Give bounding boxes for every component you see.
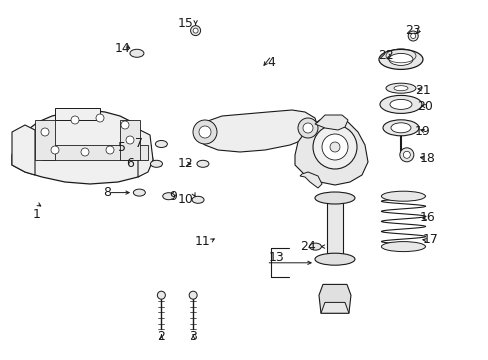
Text: 17: 17 xyxy=(422,233,437,246)
Circle shape xyxy=(407,31,417,41)
Ellipse shape xyxy=(388,53,412,66)
Circle shape xyxy=(321,134,347,160)
Text: 12: 12 xyxy=(178,157,193,170)
Text: 7: 7 xyxy=(135,138,143,150)
Polygon shape xyxy=(195,110,317,152)
Text: 13: 13 xyxy=(268,251,284,264)
Ellipse shape xyxy=(314,253,354,265)
Circle shape xyxy=(193,28,198,33)
Circle shape xyxy=(410,33,415,39)
Text: 6: 6 xyxy=(125,157,133,170)
Text: 11: 11 xyxy=(195,235,210,248)
Polygon shape xyxy=(320,302,348,313)
Ellipse shape xyxy=(385,83,415,93)
Circle shape xyxy=(71,116,79,124)
Polygon shape xyxy=(299,172,321,188)
Circle shape xyxy=(157,291,165,299)
Text: 9: 9 xyxy=(169,190,177,203)
Circle shape xyxy=(121,121,129,129)
Circle shape xyxy=(303,123,312,133)
Ellipse shape xyxy=(130,49,143,57)
Circle shape xyxy=(41,128,49,136)
Text: 16: 16 xyxy=(419,211,435,224)
Polygon shape xyxy=(35,120,55,160)
Ellipse shape xyxy=(150,160,162,167)
Circle shape xyxy=(81,148,89,156)
Polygon shape xyxy=(12,125,35,175)
Text: 5: 5 xyxy=(118,141,126,154)
Text: 8: 8 xyxy=(103,186,111,199)
Polygon shape xyxy=(294,118,367,185)
Circle shape xyxy=(403,151,409,158)
Circle shape xyxy=(329,142,339,152)
Circle shape xyxy=(106,146,114,154)
Bar xyxy=(326,198,342,259)
Text: 21: 21 xyxy=(414,84,430,96)
Circle shape xyxy=(312,125,356,169)
Ellipse shape xyxy=(390,123,410,133)
Polygon shape xyxy=(12,110,153,184)
Text: 18: 18 xyxy=(419,152,435,165)
Circle shape xyxy=(193,120,217,144)
Text: 19: 19 xyxy=(414,125,430,138)
Text: 20: 20 xyxy=(417,100,432,113)
Ellipse shape xyxy=(197,160,208,167)
Circle shape xyxy=(126,136,134,144)
Circle shape xyxy=(189,291,197,299)
Ellipse shape xyxy=(155,140,167,148)
Polygon shape xyxy=(120,120,140,160)
Text: 1: 1 xyxy=(33,208,41,221)
Ellipse shape xyxy=(314,192,354,204)
Ellipse shape xyxy=(163,193,174,200)
Polygon shape xyxy=(42,145,148,160)
Ellipse shape xyxy=(389,99,411,109)
Text: 2: 2 xyxy=(157,330,165,343)
Text: 14: 14 xyxy=(114,42,130,55)
Text: 10: 10 xyxy=(178,193,193,206)
Circle shape xyxy=(190,26,200,36)
Circle shape xyxy=(96,114,104,122)
Text: 4: 4 xyxy=(267,57,275,69)
Ellipse shape xyxy=(381,242,425,252)
Circle shape xyxy=(199,126,210,138)
Ellipse shape xyxy=(379,95,421,113)
Text: 3: 3 xyxy=(189,330,197,343)
Circle shape xyxy=(399,148,413,162)
Text: 22: 22 xyxy=(378,49,393,62)
Polygon shape xyxy=(55,108,100,120)
Ellipse shape xyxy=(309,243,321,250)
Ellipse shape xyxy=(378,49,422,69)
Ellipse shape xyxy=(382,120,418,136)
Polygon shape xyxy=(314,115,347,130)
Ellipse shape xyxy=(133,189,145,196)
Ellipse shape xyxy=(381,191,425,201)
Polygon shape xyxy=(138,130,153,177)
Circle shape xyxy=(297,118,317,138)
Circle shape xyxy=(51,146,59,154)
Text: 23: 23 xyxy=(405,24,420,37)
Text: 15: 15 xyxy=(178,17,193,30)
Ellipse shape xyxy=(192,196,203,203)
Ellipse shape xyxy=(393,86,407,91)
Text: 24: 24 xyxy=(300,240,315,253)
Polygon shape xyxy=(318,284,350,313)
